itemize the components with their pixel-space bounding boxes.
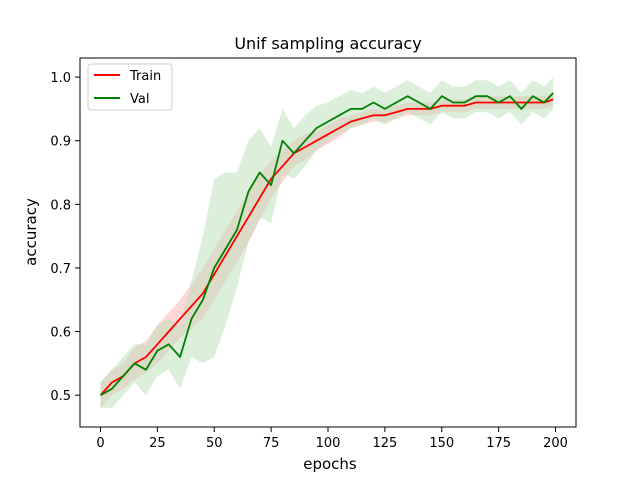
y-axis-label: accuracy — [22, 198, 40, 266]
legend-label-train: Train — [129, 69, 161, 84]
x-tick-label: 175 — [486, 436, 511, 451]
y-tick-label: 0.8 — [50, 198, 71, 213]
x-axis-ticks: 0 25 50 75 100 125 150 175 200 — [96, 427, 568, 451]
x-tick-label: 125 — [372, 436, 397, 451]
confidence-bands — [100, 77, 554, 408]
y-tick-label: 0.6 — [50, 326, 71, 341]
x-tick-label: 200 — [543, 436, 568, 451]
y-axis-ticks: 0.5 0.6 0.7 0.8 0.9 1.0 — [50, 71, 80, 404]
y-tick-label: 0.7 — [50, 262, 71, 277]
legend-label-val: Val — [130, 92, 149, 107]
x-tick-label: 100 — [316, 436, 341, 451]
y-tick-label: 1.0 — [50, 71, 71, 86]
series-lines — [99, 92, 554, 396]
x-tick-label: 75 — [263, 436, 280, 451]
x-tick-label: 25 — [149, 436, 166, 451]
legend: Train Val — [87, 63, 173, 111]
series-line-val — [100, 92, 554, 396]
y-tick-label: 0.9 — [50, 135, 71, 150]
x-tick-label: 150 — [429, 436, 454, 451]
x-axis-label: epochs — [303, 455, 357, 473]
series-line-train — [99, 98, 554, 396]
band-val — [100, 77, 554, 408]
chart-title: Unif sampling accuracy — [234, 34, 421, 53]
x-tick-label: 0 — [96, 436, 104, 451]
x-tick-label: 50 — [206, 436, 223, 451]
y-tick-label: 0.5 — [50, 389, 71, 404]
